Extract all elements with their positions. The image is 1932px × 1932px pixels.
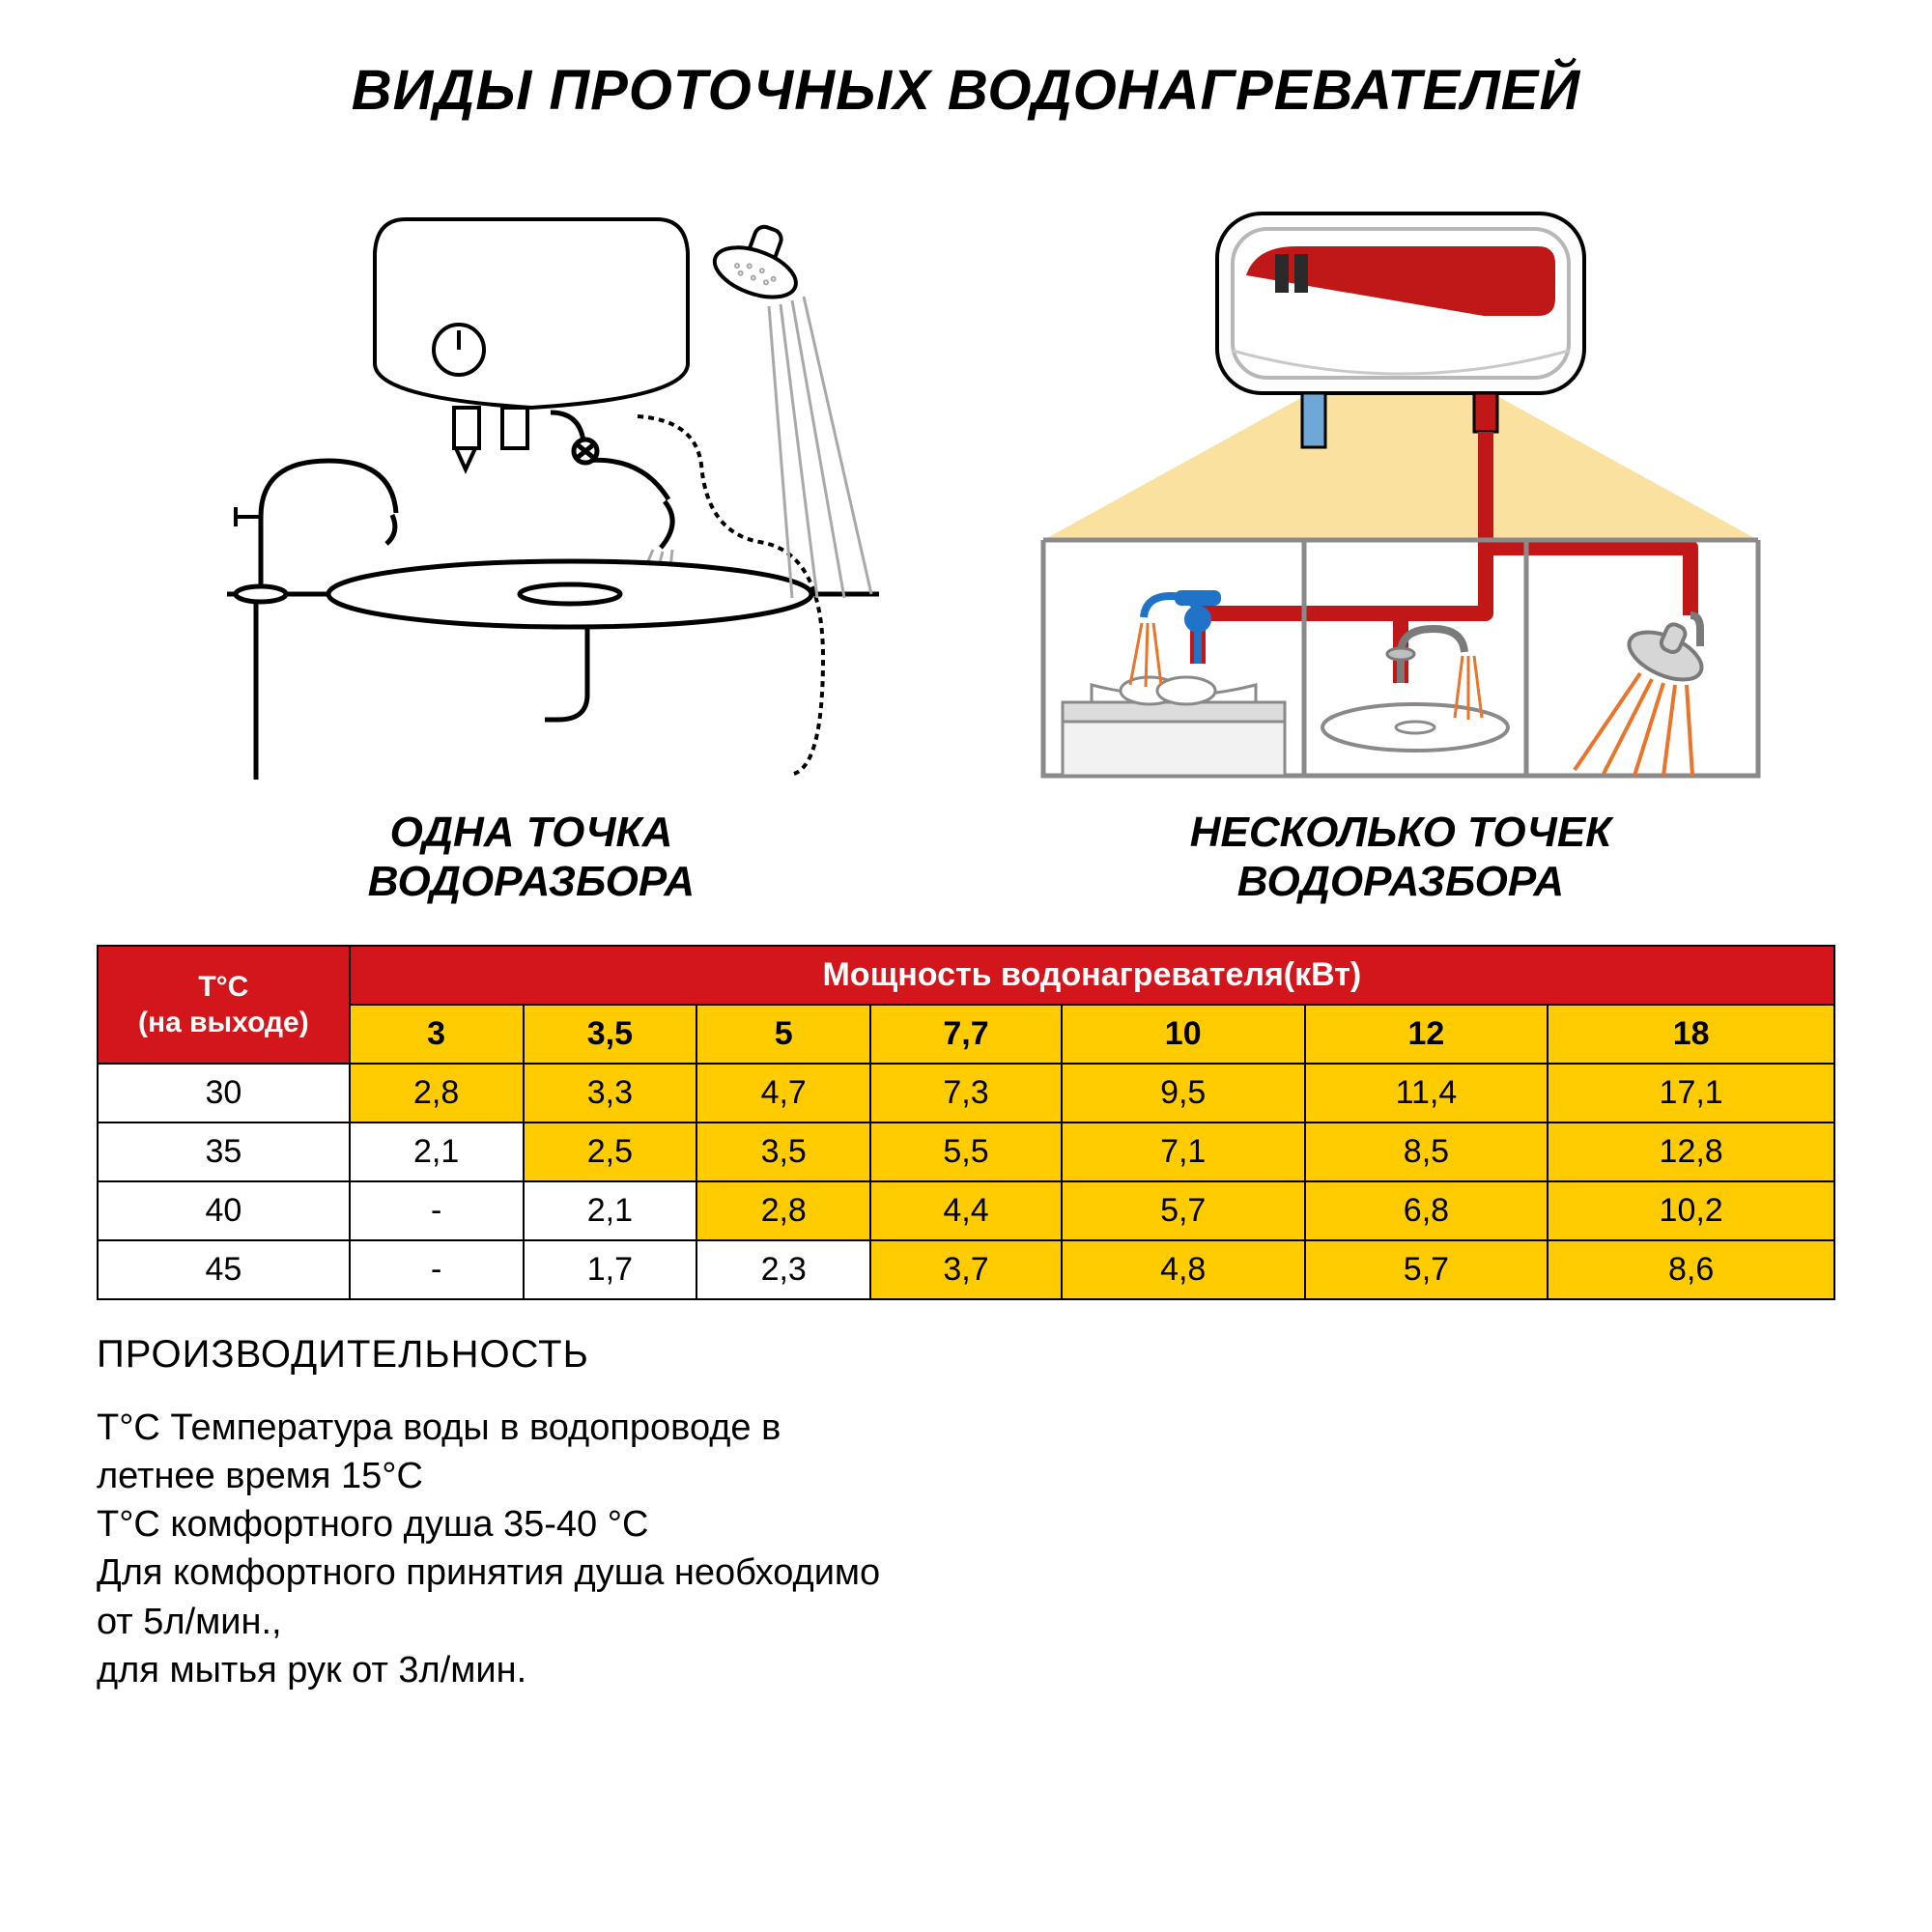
value-cell: 7,1	[1062, 1122, 1305, 1181]
value-cell: 5,7	[1062, 1181, 1305, 1240]
value-cell: 5,5	[870, 1122, 1062, 1181]
power-col-header: 3,5	[524, 1005, 697, 1064]
footer-line: T°C комфортного душа 35-40 °C	[97, 1500, 1835, 1548]
value-cell: 9,5	[1062, 1064, 1305, 1122]
value-cell: 4,4	[870, 1181, 1062, 1240]
power-header-row: 33,557,7101218	[98, 1005, 1834, 1064]
value-cell: 3,3	[524, 1064, 697, 1122]
power-col-header: 12	[1305, 1005, 1548, 1064]
value-cell: 5,7	[1305, 1240, 1548, 1299]
value-cell: 17,1	[1548, 1064, 1834, 1122]
value-cell: 3,7	[870, 1240, 1062, 1299]
temp-cell: 30	[98, 1064, 350, 1122]
value-cell: 12,8	[1548, 1122, 1834, 1181]
diagram-single-point	[116, 161, 947, 780]
power-col-header: 18	[1548, 1005, 1834, 1064]
footer-block: ПРОИЗВОДИТЕЛЬНОСТЬ T°C Температура воды …	[97, 1329, 1835, 1694]
value-cell: 2,5	[524, 1122, 697, 1181]
footer-text: T°C Температура воды в водопроводе влетн…	[97, 1404, 1835, 1694]
value-cell: 4,7	[696, 1064, 870, 1122]
col-group-label: Мощность водонагревателя(кВт)	[350, 946, 1834, 1005]
value-cell: 2,3	[696, 1240, 870, 1299]
footer-line: T°C Температура воды в водопроводе в	[97, 1404, 1835, 1452]
footer-line: Для комфортного принятия душа необходимо	[97, 1548, 1835, 1597]
value-cell: 1,7	[524, 1240, 697, 1299]
footer-line: от 5л/мин.,	[97, 1598, 1835, 1646]
footer-line: летнее время 15°C	[97, 1452, 1835, 1500]
table-row: 40-2,12,84,45,76,810,2	[98, 1181, 1834, 1240]
temp-cell: 45	[98, 1240, 350, 1299]
table-body: 302,83,34,77,39,511,417,1352,12,53,55,57…	[98, 1064, 1834, 1299]
footer-heading: ПРОИЗВОДИТЕЛЬНОСТЬ	[97, 1329, 1835, 1380]
value-cell: -	[350, 1181, 524, 1240]
row-header-label: T°C(на выходе)	[98, 946, 350, 1064]
value-cell: 7,3	[870, 1064, 1062, 1122]
power-col-header: 7,7	[870, 1005, 1062, 1064]
temp-cell: 40	[98, 1181, 350, 1240]
performance-table: T°C(на выходе) Мощность водонагревателя(…	[97, 945, 1835, 1300]
page-title: ВИДЫ ПРОТОЧНЫХ ВОДОНАГРЕВАТЕЛЕЙ	[97, 58, 1835, 123]
power-col-header: 5	[696, 1005, 870, 1064]
power-col-header: 10	[1062, 1005, 1305, 1064]
value-cell: 2,8	[350, 1064, 524, 1122]
value-cell: 3,5	[696, 1122, 870, 1181]
diagrams-row	[97, 161, 1835, 780]
diagram-multi-point	[985, 161, 1816, 780]
table-row: 45-1,72,33,74,85,78,6	[98, 1240, 1834, 1299]
value-cell: 8,5	[1305, 1122, 1548, 1181]
value-cell: 2,1	[350, 1122, 524, 1181]
power-col-header: 3	[350, 1005, 524, 1064]
subtitle-multi: НЕСКОЛЬКО ТОЧЕКВОДОРАЗБОРА	[985, 809, 1816, 906]
subtitles-row: ОДНА ТОЧКАВОДОРАЗБОРА НЕСКОЛЬКО ТОЧЕКВОД…	[97, 809, 1835, 906]
temp-cell: 35	[98, 1122, 350, 1181]
value-cell: 8,6	[1548, 1240, 1834, 1299]
subtitle-single: ОДНА ТОЧКАВОДОРАЗБОРА	[116, 809, 947, 906]
footer-line: для мытья рук от 3л/мин.	[97, 1646, 1835, 1694]
value-cell: 2,8	[696, 1181, 870, 1240]
table-row: 302,83,34,77,39,511,417,1	[98, 1064, 1834, 1122]
value-cell: 10,2	[1548, 1181, 1834, 1240]
value-cell: -	[350, 1240, 524, 1299]
value-cell: 11,4	[1305, 1064, 1548, 1122]
value-cell: 2,1	[524, 1181, 697, 1240]
value-cell: 4,8	[1062, 1240, 1305, 1299]
value-cell: 6,8	[1305, 1181, 1548, 1240]
table-row: 352,12,53,55,57,18,512,8	[98, 1122, 1834, 1181]
